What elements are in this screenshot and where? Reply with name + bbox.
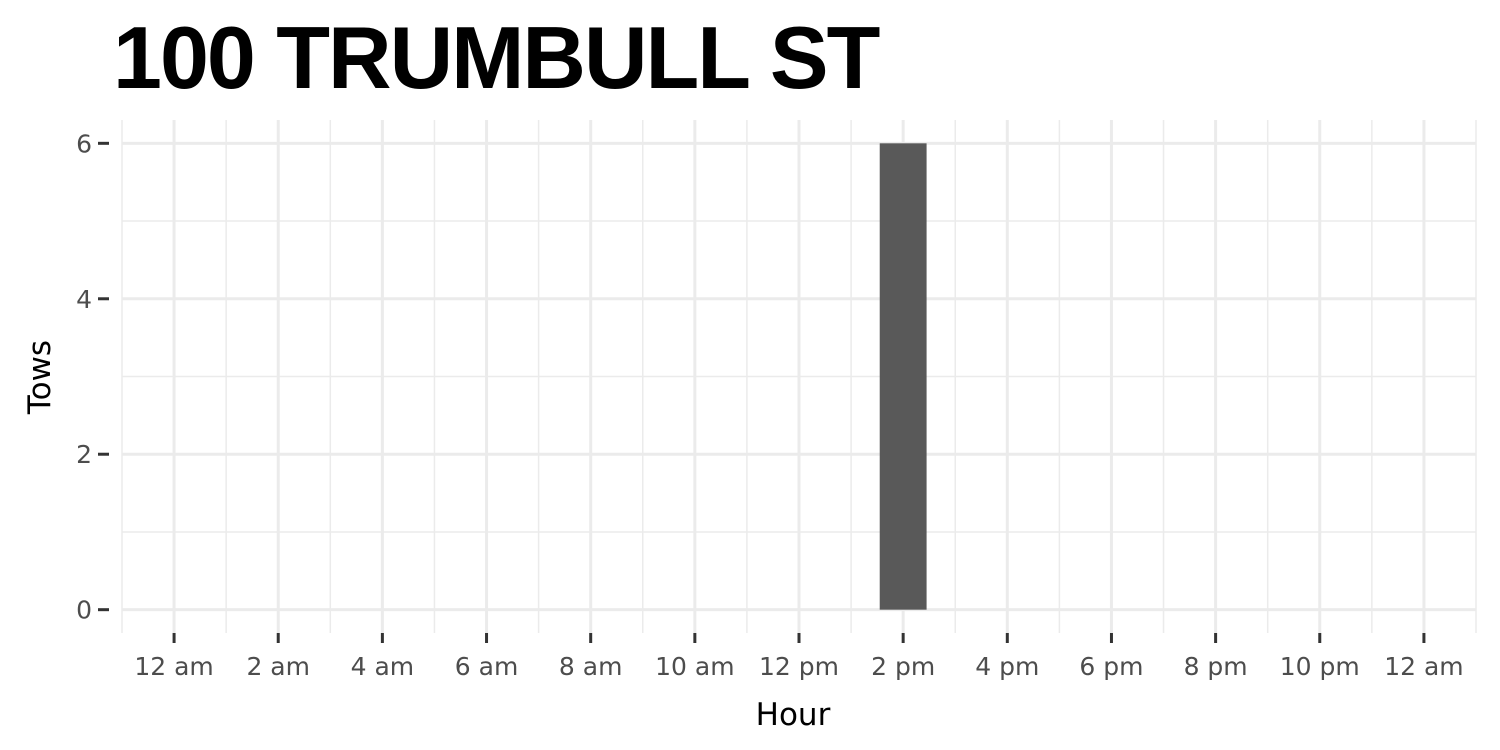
y-axis-ticks: 0 2 4 6 [76,129,109,625]
major-gridlines [122,120,1476,633]
x-tick-label: 4 pm [975,652,1039,681]
x-tick-label: 4 am [351,652,415,681]
y-tick-label: 4 [76,285,92,314]
bars [879,143,927,610]
bar-hour-14 [879,143,927,610]
x-axis-title: Hour [756,697,831,733]
x-tick-label: 6 pm [1079,652,1143,681]
x-axis-ticks: 12 am 2 am 4 am 6 am 8 am 10 am 12 pm 2 pm 4 pm 6… [134,633,1464,681]
x-tick-label: 8 am [559,652,623,681]
x-tick-label: 12 am [134,652,213,681]
x-tick-label: 10 am [655,652,734,681]
x-tick-label: 12 pm [759,652,839,681]
y-tick-label: 6 [76,129,92,158]
chart-title: 100 TRUMBULL ST [113,8,880,107]
y-tick-label: 0 [76,596,92,625]
y-tick-label: 2 [76,440,92,469]
x-tick-label: 10 pm [1280,652,1360,681]
x-tick-label: 2 am [246,652,310,681]
x-tick-label: 6 am [455,652,519,681]
x-tick-label: 12 am [1384,652,1463,681]
y-axis-title: Tows [22,340,58,415]
x-tick-label: 2 pm [871,652,935,681]
x-tick-label: 8 pm [1184,652,1248,681]
